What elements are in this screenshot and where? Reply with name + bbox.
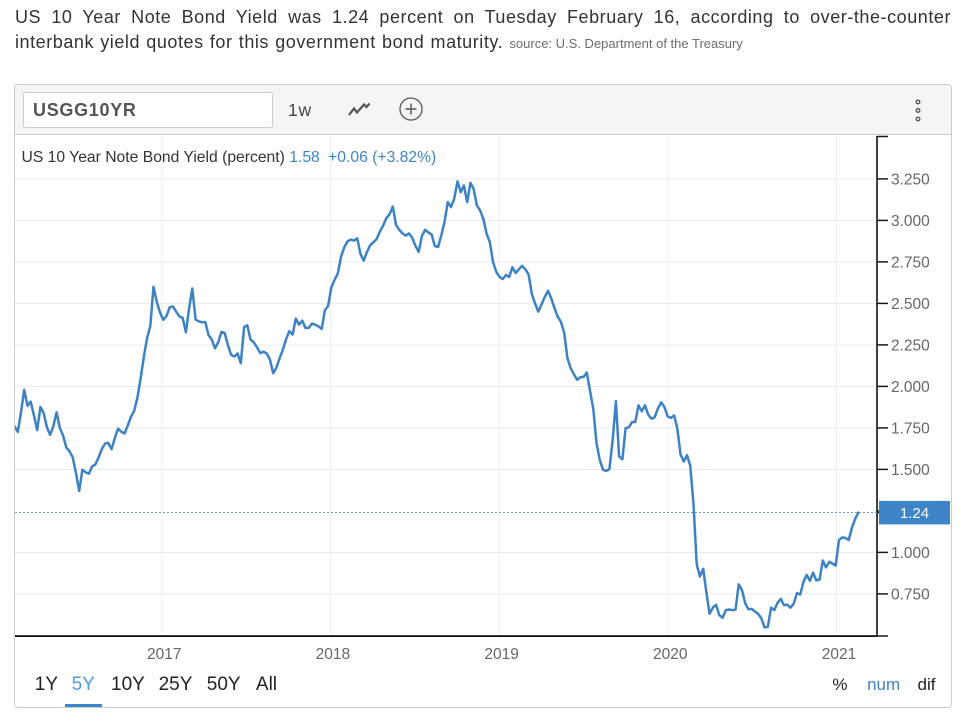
svg-text:2018: 2018: [316, 646, 350, 662]
svg-text:2.000: 2.000: [891, 379, 930, 396]
svg-text:2021: 2021: [822, 646, 856, 662]
svg-text:1.750: 1.750: [891, 420, 930, 437]
svg-text:1.000: 1.000: [891, 545, 930, 562]
svg-text:1.24: 1.24: [900, 505, 929, 522]
svg-text:3.000: 3.000: [891, 213, 930, 230]
svg-text:2017: 2017: [147, 646, 181, 662]
svg-text:1.500: 1.500: [891, 462, 930, 479]
svg-text:2.500: 2.500: [891, 296, 930, 313]
svg-text:2.250: 2.250: [891, 337, 930, 354]
svg-text:2.750: 2.750: [891, 254, 930, 271]
svg-text:2020: 2020: [653, 646, 688, 662]
svg-text:2019: 2019: [484, 646, 518, 662]
svg-text:3.250: 3.250: [891, 171, 930, 188]
svg-text:US 10 Year Note Bond Yield (pe: US 10 Year Note Bond Yield (percent) 1.5…: [22, 149, 437, 166]
svg-text:0.750: 0.750: [891, 586, 930, 603]
